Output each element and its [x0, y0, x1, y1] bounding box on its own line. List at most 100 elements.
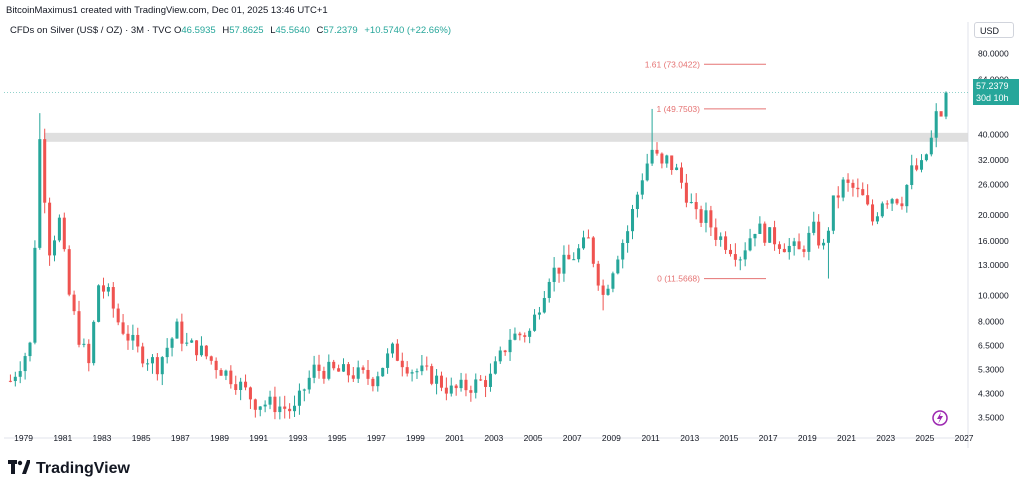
candle-body	[155, 357, 159, 375]
candle-body	[567, 254, 571, 260]
candle-body	[934, 111, 938, 138]
candle-body	[748, 238, 752, 251]
candle-body	[106, 287, 110, 292]
candle-body	[219, 370, 223, 376]
y-tick-label: 20.0000	[978, 210, 1009, 220]
candle-body	[802, 249, 806, 252]
candle-body	[533, 314, 537, 331]
candle-body	[425, 365, 429, 367]
candle-body	[915, 165, 919, 170]
candle-body	[924, 154, 928, 161]
candle-body	[454, 385, 458, 389]
x-tick-label: 1989	[210, 433, 229, 443]
x-tick-label: 2027	[955, 433, 974, 443]
resistance-zone	[44, 132, 968, 142]
candle-body	[23, 356, 27, 372]
candle-body	[572, 259, 576, 261]
candle-body	[351, 375, 355, 379]
candle-body	[875, 216, 879, 222]
high-label: H	[222, 25, 230, 36]
x-tick-label: 1991	[249, 433, 268, 443]
candle-body	[185, 342, 189, 344]
candle-body	[190, 340, 194, 343]
candle-body	[660, 153, 664, 164]
candle-body	[488, 373, 492, 387]
close-value: 57.2379	[323, 25, 358, 36]
candle-body	[699, 209, 703, 223]
candle-body	[910, 165, 914, 185]
candle-body	[8, 380, 12, 382]
candle-body	[464, 379, 468, 391]
candle-body	[596, 263, 600, 286]
candle-body	[719, 236, 723, 240]
candle-body	[170, 338, 174, 348]
candle-body	[395, 343, 399, 361]
candle-body	[484, 380, 488, 387]
candle-body	[645, 163, 649, 181]
candle-body	[77, 311, 81, 345]
candle-body	[239, 381, 243, 390]
candle-body	[939, 111, 943, 117]
y-tick-label: 26.0000	[978, 179, 1009, 189]
x-tick-label: 2017	[759, 433, 778, 443]
candle-body	[317, 364, 321, 371]
candle-body	[449, 385, 453, 394]
candle-body	[224, 370, 228, 376]
candle-body	[822, 242, 826, 246]
candle-body	[733, 254, 737, 260]
candle-body	[905, 184, 909, 207]
candle-body	[895, 199, 899, 204]
candle-body	[405, 367, 409, 374]
candle-body	[777, 244, 781, 249]
candle-body	[826, 230, 830, 243]
candle-body	[72, 294, 76, 312]
candle-body	[150, 357, 154, 364]
candle-body	[866, 195, 870, 205]
candle-body	[263, 404, 267, 407]
x-tick-label: 2005	[524, 433, 543, 443]
candle-body	[288, 408, 292, 412]
y-tick-label: 40.0000	[978, 129, 1009, 139]
candle-body	[665, 155, 669, 164]
candle-body	[689, 202, 693, 204]
candle-body	[92, 321, 96, 364]
currency-button[interactable]: USD	[974, 22, 1014, 38]
candle-body	[582, 237, 586, 249]
candle-body	[410, 372, 414, 374]
candle-body	[52, 240, 57, 256]
candle-body	[738, 259, 742, 261]
candle-body	[126, 333, 130, 341]
candle-body	[944, 92, 948, 117]
candle-body	[885, 203, 889, 205]
candle-body	[327, 361, 331, 379]
candle-body	[33, 247, 37, 343]
candle-body	[278, 406, 282, 413]
candle-body	[704, 210, 708, 223]
candle-body	[273, 396, 277, 413]
candle-body	[346, 364, 350, 376]
y-tick-label: 5.3000	[978, 364, 1004, 374]
candle-body	[439, 375, 443, 388]
candle-body	[146, 363, 150, 365]
candle-body	[542, 297, 546, 313]
candle-body	[498, 350, 502, 362]
candle-body	[312, 364, 316, 378]
candle-body	[851, 182, 855, 188]
fib-level-label: 0 (11.5668)	[657, 274, 700, 284]
change-value: +10.5740 (+22.66%)	[364, 25, 451, 36]
last-price-label: 57.2379 30d 10h	[973, 79, 1019, 105]
candle-body	[601, 285, 605, 295]
candle-body	[626, 231, 630, 243]
candle-body	[856, 187, 860, 190]
candle-body	[728, 249, 732, 255]
candle-body	[552, 267, 556, 282]
x-tick-label: 2015	[719, 433, 738, 443]
x-tick-label: 1979	[14, 433, 33, 443]
candle-body	[297, 390, 301, 406]
candle-body	[199, 345, 203, 356]
candle-body	[523, 335, 527, 337]
candle-body	[444, 387, 448, 394]
candle-body	[508, 339, 512, 353]
candle-body	[714, 227, 718, 240]
